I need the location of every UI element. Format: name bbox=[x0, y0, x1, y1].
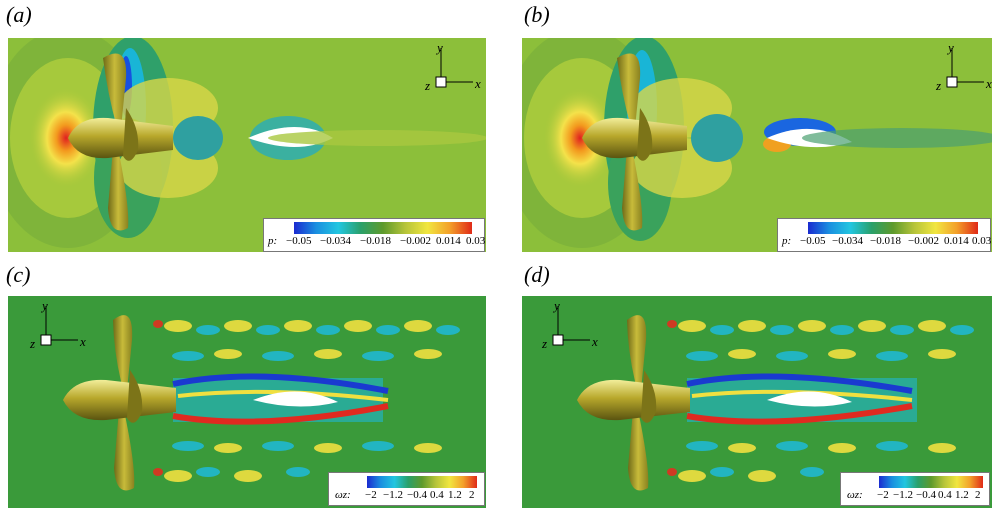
panel-b-pressure-contour: y x z p: −0.05 −0.034 −0.018 −0.002 0.01… bbox=[522, 38, 992, 252]
w-tick-2: −0.4 bbox=[407, 489, 427, 501]
pressure-symbol: p: bbox=[268, 235, 278, 247]
w-tick-3: 0.4 bbox=[938, 489, 952, 501]
vorticity-colorbar-c: ωz: −2 −1.2 −0.4 0.4 1.2 2 bbox=[328, 472, 485, 506]
w-tick-1: −1.2 bbox=[893, 489, 913, 501]
axis-z-label: z bbox=[424, 78, 430, 93]
p-tick-1: −0.034 bbox=[320, 235, 351, 247]
panel-d-vorticity-contour: y x z ωz: −2 −1.2 −0.4 0.4 1.2 2 bbox=[522, 296, 992, 508]
axis-y-label: y bbox=[435, 42, 443, 55]
panel-label-c: (c) bbox=[6, 262, 31, 287]
w-tick-4: 1.2 bbox=[448, 489, 462, 501]
panel-c-vorticity-contour: y x z ωz: −2 −1.2 −0.4 0.4 1.2 2 bbox=[8, 296, 486, 508]
p-tick-4: 0.014 bbox=[436, 235, 461, 247]
vorticity-symbol: ωz: bbox=[335, 489, 351, 501]
p-tick-5: 0.03 bbox=[466, 235, 486, 247]
w-tick-5: 2 bbox=[975, 489, 981, 501]
vorticity-colorbar-d: ωz: −2 −1.2 −0.4 0.4 1.2 2 bbox=[840, 472, 990, 506]
axis-z-label: z bbox=[935, 78, 941, 93]
w-tick-0: −2 bbox=[877, 489, 889, 501]
w-tick-0: −2 bbox=[365, 489, 377, 501]
p-tick-0: −0.05 bbox=[286, 235, 312, 247]
axis-z-label: z bbox=[541, 336, 547, 351]
p-tick-5: 0.03 bbox=[972, 235, 992, 247]
w-tick-2: −0.4 bbox=[916, 489, 936, 501]
vorticity-symbol: ωz: bbox=[847, 489, 863, 501]
w-tick-4: 1.2 bbox=[955, 489, 969, 501]
axis-z-label: z bbox=[29, 336, 35, 351]
axis-x-label: x bbox=[591, 334, 598, 349]
w-tick-5: 2 bbox=[469, 489, 475, 501]
axis-x-label: x bbox=[985, 76, 992, 91]
w-tick-3: 0.4 bbox=[430, 489, 444, 501]
p-tick-2: −0.018 bbox=[360, 235, 391, 247]
axis-y-label: y bbox=[552, 300, 560, 313]
panel-label-b: (b) bbox=[524, 2, 550, 27]
axis-x-label: x bbox=[79, 334, 86, 349]
panel-label-a: (a) bbox=[6, 2, 32, 27]
axis-y-label: y bbox=[946, 42, 954, 55]
w-tick-1: −1.2 bbox=[383, 489, 403, 501]
pressure-symbol: p: bbox=[782, 235, 792, 247]
p-tick-2: −0.018 bbox=[870, 235, 901, 247]
p-tick-3: −0.002 bbox=[908, 235, 939, 247]
panel-a-pressure-contour: y x z p: −0.05 −0.034 −0.018 −0.002 0.01… bbox=[8, 38, 486, 252]
axis-x-label: x bbox=[474, 76, 481, 91]
panel-label-d: (d) bbox=[524, 262, 550, 287]
p-tick-1: −0.034 bbox=[832, 235, 863, 247]
p-tick-0: −0.05 bbox=[800, 235, 826, 247]
p-tick-3: −0.002 bbox=[400, 235, 431, 247]
axis-y-label: y bbox=[40, 300, 48, 313]
p-tick-4: 0.014 bbox=[944, 235, 969, 247]
pressure-colorbar-a: p: −0.05 −0.034 −0.018 −0.002 0.014 0.03 bbox=[263, 218, 485, 252]
pressure-colorbar-b: p: −0.05 −0.034 −0.018 −0.002 0.014 0.03 bbox=[777, 218, 991, 252]
